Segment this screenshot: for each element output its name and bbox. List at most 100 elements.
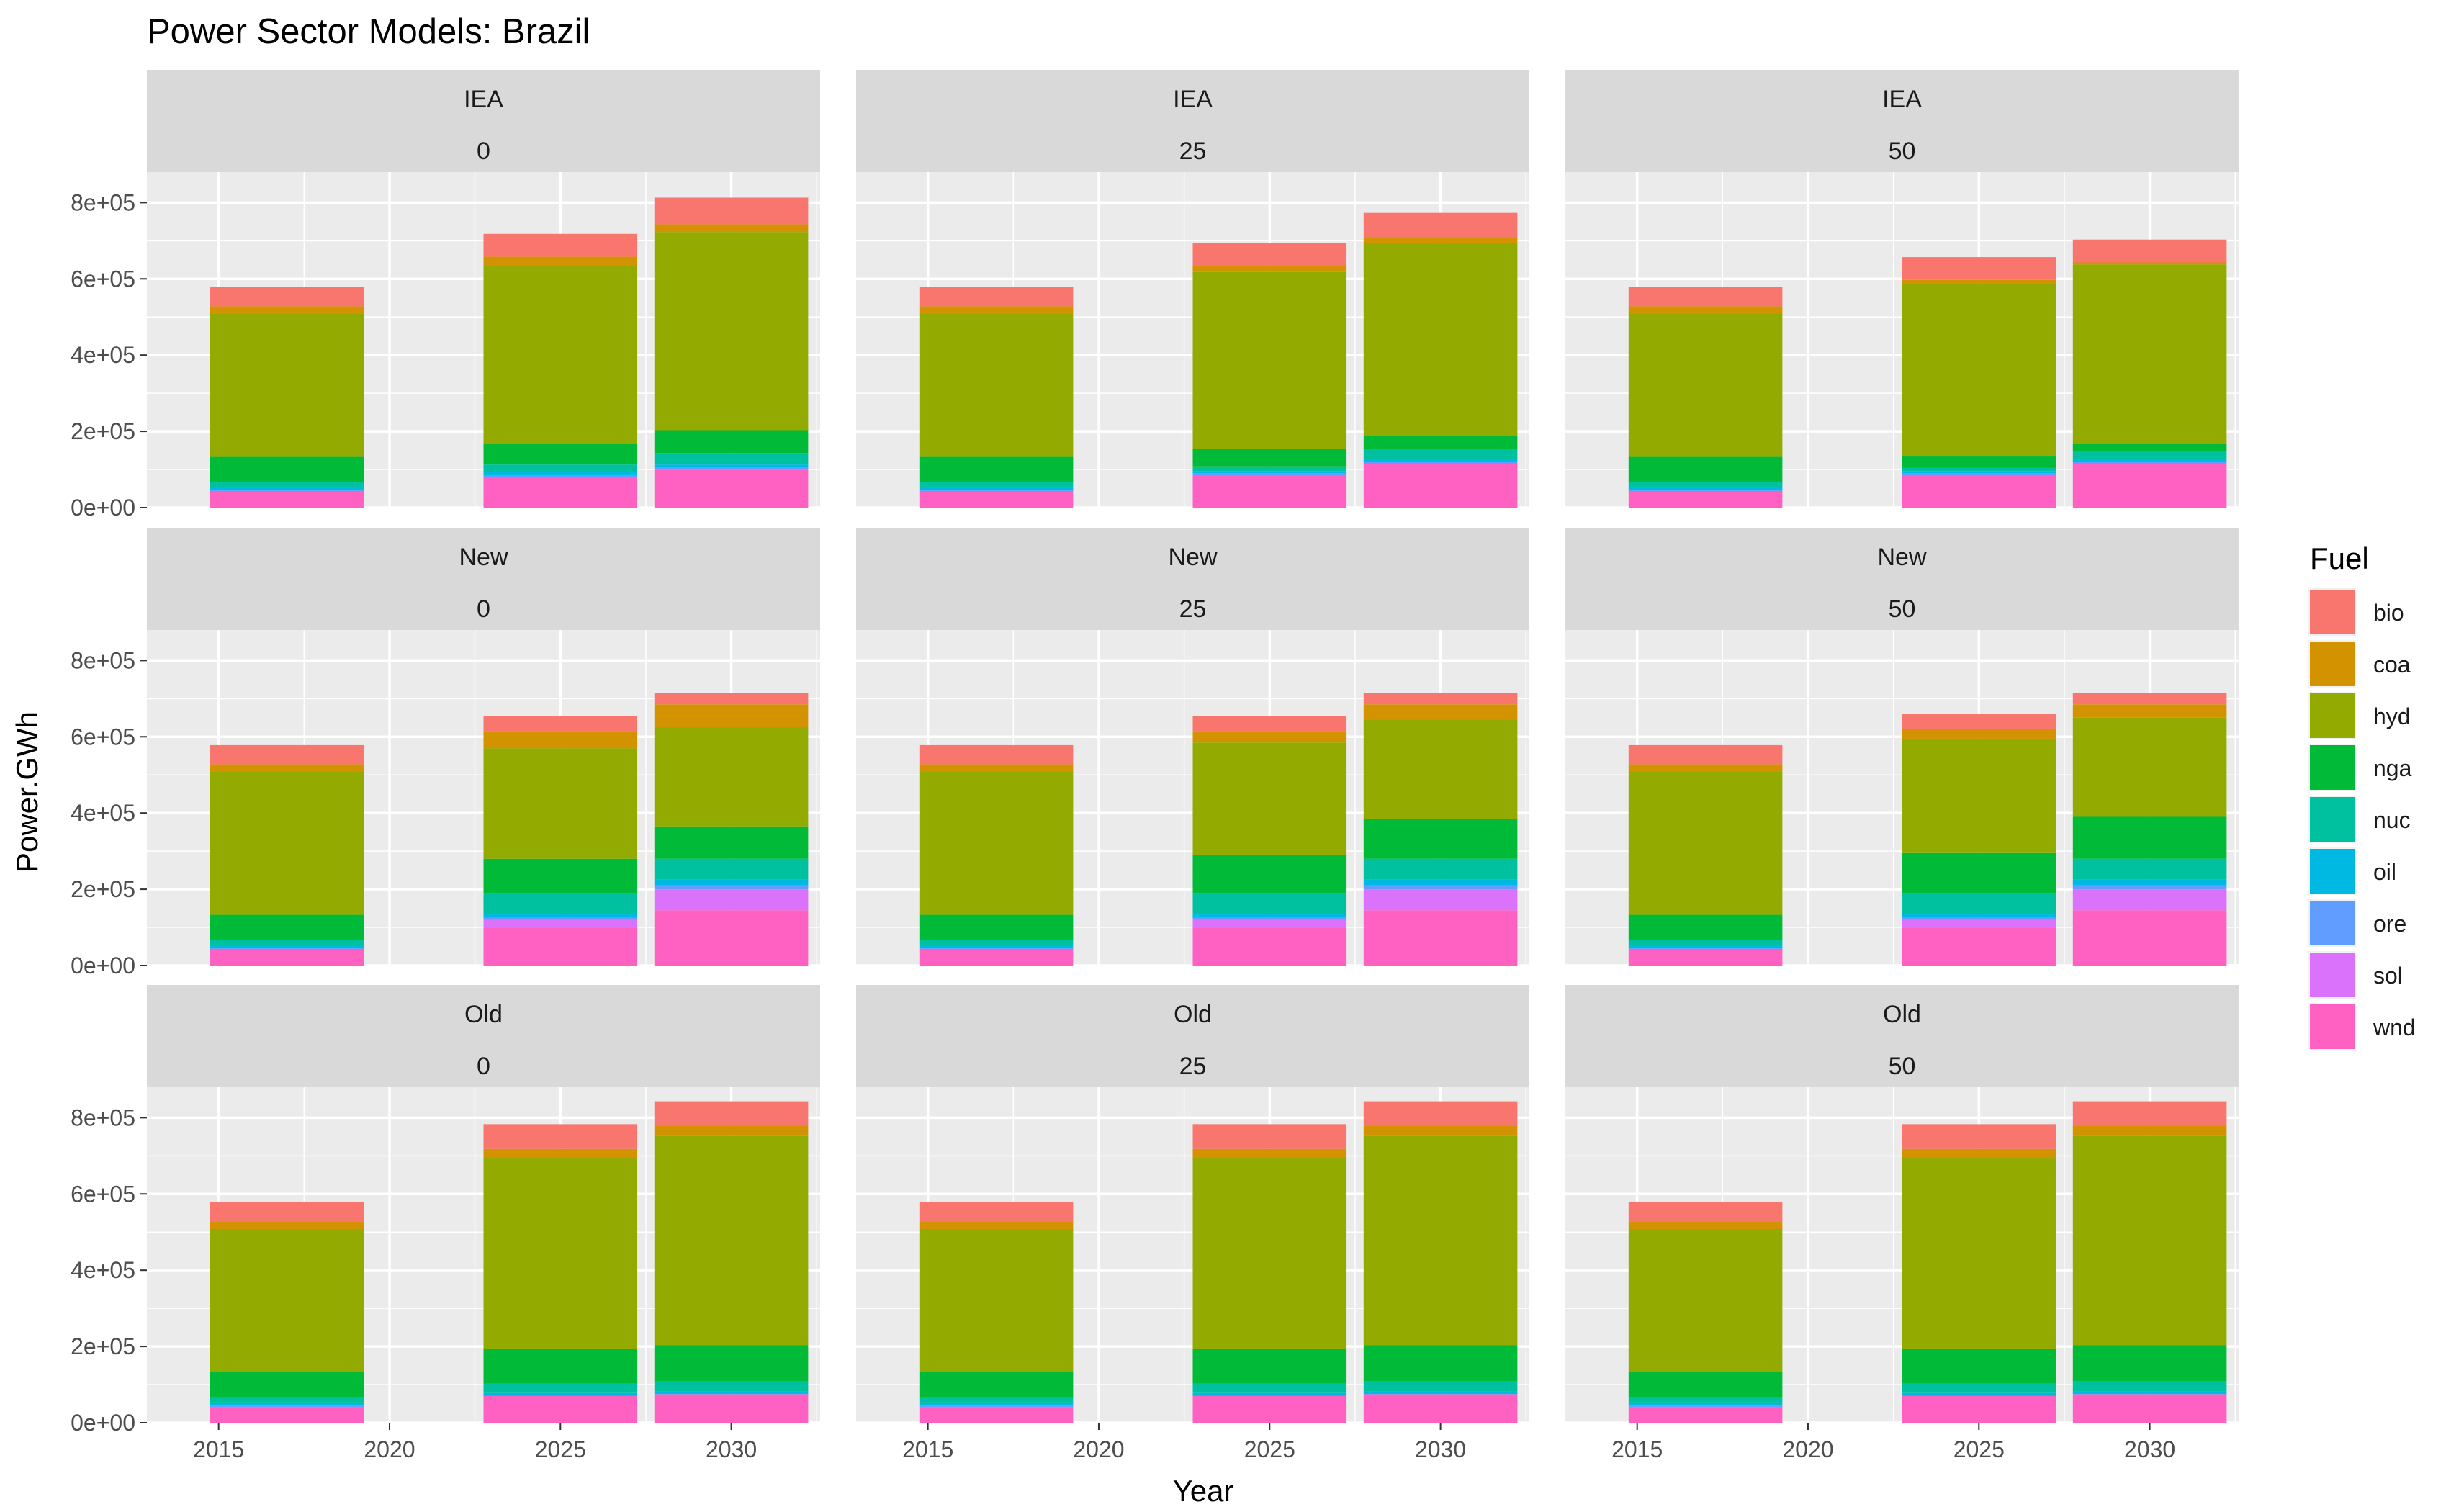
x-tick-label: 2030 xyxy=(1415,1436,1466,1462)
bar-segment-coa xyxy=(1628,306,1783,314)
facet-strip-model-label: Old xyxy=(1883,1001,1921,1028)
bar-segment-hyd xyxy=(483,266,638,444)
bar-segment-sol xyxy=(1363,889,1518,911)
bar-segment-hyd xyxy=(1192,1158,1347,1349)
bar-segment-nga xyxy=(483,1349,638,1384)
facet-panel: New 0 0e+00 2e+05 4e+05 6e+05 8e+05 xyxy=(71,528,820,978)
y-tick-label: 8e+05 xyxy=(71,189,135,215)
y-tick-label: 2e+05 xyxy=(71,1333,135,1359)
facet-strip-scenario-label: 50 xyxy=(1889,138,1916,165)
bar-segment-wnd xyxy=(1363,910,1518,966)
bar-segment-ore xyxy=(919,1405,1074,1408)
bar-segment-wnd xyxy=(1628,492,1783,508)
facet-strip-scenario-label: 0 xyxy=(477,595,490,623)
legend-label-sol: sol xyxy=(2373,963,2403,989)
bar-segment-nuc xyxy=(1363,858,1518,880)
bar-segment-ore xyxy=(1192,917,1347,920)
bar-segment-coa xyxy=(919,1221,1074,1229)
x-tick-label: 2025 xyxy=(1244,1436,1295,1462)
bar-segment-oil xyxy=(1628,487,1783,491)
bar-segment-nuc xyxy=(1192,466,1347,472)
bar-segment-nuc xyxy=(1192,893,1347,914)
bar-segment-hyd xyxy=(483,1158,638,1349)
bar-segment-nga xyxy=(210,1372,364,1397)
facet-panel: IEA 25 xyxy=(856,70,1529,509)
legend-key-nga xyxy=(2310,745,2355,790)
bar-segment-wnd xyxy=(919,492,1074,508)
bar-segment-bio xyxy=(654,1101,809,1127)
bar-segment-nga xyxy=(919,914,1074,940)
bar-segment-oil xyxy=(483,472,638,475)
bar-segment-hyd xyxy=(1363,1135,1518,1346)
bar-segment-bio xyxy=(1902,257,2056,280)
bar-segment-bio xyxy=(919,1202,1074,1222)
legend: Fuel bio coa hyd nga nuc oil ore sol wnd xyxy=(2308,541,2416,1050)
bar-segment-wnd xyxy=(1363,1394,1518,1423)
bar-segment-nuc xyxy=(2072,451,2227,459)
bar-segment-wnd xyxy=(1628,1407,1783,1423)
bar-segment-ore xyxy=(483,474,638,477)
bar-segment-bio xyxy=(483,716,638,732)
bar-segment-nuc xyxy=(210,1396,364,1403)
bar-segment-nuc xyxy=(1902,893,2056,914)
facet-panels: IEA00e+002e+054e+056e+058e+05IEA25IEA50N… xyxy=(71,70,2239,1462)
bar-segment-hyd xyxy=(1902,1158,2056,1349)
bar-segment-nuc xyxy=(919,1396,1074,1403)
legend-key-bio xyxy=(2310,590,2355,634)
bar-segment-coa xyxy=(2072,704,2227,718)
bar-segment-oil xyxy=(1192,471,1347,474)
facet-panel: IEA 0 0e+00 2e+05 4e+05 6e+05 8e+05 xyxy=(71,70,820,521)
bar-segment-wnd xyxy=(1902,927,2056,966)
bar-segment-oil xyxy=(919,487,1074,491)
bar-segment-oil xyxy=(654,879,809,886)
bar-segment-nuc xyxy=(1902,467,2056,472)
bar-segment-nga xyxy=(1628,1372,1783,1397)
bar-segment-nuc xyxy=(1628,939,1783,945)
bar-segment-ore xyxy=(2072,462,2227,464)
bar-segment-ore xyxy=(210,948,364,950)
bar-segment-oil xyxy=(2072,879,2227,886)
bar-segment-oil xyxy=(2072,459,2227,462)
facet-panel: Old 0 0e+00 2e+05 4e+05 6e+05 8e+05 2015 2020 202… xyxy=(71,985,820,1462)
bar-segment-nga xyxy=(1192,855,1347,894)
bar-segment-oil xyxy=(210,1402,364,1406)
y-tick-label: 8e+05 xyxy=(71,1104,135,1130)
bar-segment-hyd xyxy=(2072,264,2227,444)
bar-segment-nga xyxy=(654,826,809,859)
bar-segment-wnd xyxy=(1192,474,1347,508)
facet-strip xyxy=(856,528,1529,630)
facet-strip-model-label: IEA xyxy=(464,86,503,113)
bar-segment-nuc xyxy=(210,939,364,945)
facet-strip-model-label: New xyxy=(1168,544,1217,571)
bar-segment-nga xyxy=(1363,436,1518,449)
facet-strip-scenario-label: 0 xyxy=(477,138,490,165)
y-tick-label: 6e+05 xyxy=(71,266,135,292)
legend-label-wnd: wnd xyxy=(2373,1014,2416,1040)
bar-segment-wnd xyxy=(2072,1394,2227,1423)
bar-segment-oil xyxy=(1192,914,1347,918)
bar-segment-coa xyxy=(654,1126,809,1136)
legend-label-ore: ore xyxy=(2373,911,2406,937)
bar-segment-coa xyxy=(210,306,364,314)
x-tick-label: 2030 xyxy=(2124,1436,2175,1462)
legend-title: Fuel xyxy=(2310,541,2369,575)
bar-segment-oil xyxy=(483,914,638,918)
bar-segment-coa xyxy=(1628,1221,1783,1229)
x-tick-label: 2020 xyxy=(1073,1436,1124,1462)
bar-segment-nuc xyxy=(210,481,364,487)
bar-segment-ore xyxy=(1192,473,1347,475)
x-tick-label: 2025 xyxy=(535,1436,586,1462)
bar-segment-coa xyxy=(1628,764,1783,772)
bar-segment-nga xyxy=(1192,1349,1347,1384)
x-tick-label: 2025 xyxy=(1953,1436,2005,1462)
bar-segment-wnd xyxy=(483,927,638,966)
facet-strip-scenario-label: 50 xyxy=(1889,1053,1916,1080)
facet-strip-scenario-label: 0 xyxy=(477,1053,490,1080)
bar-segment-nuc xyxy=(654,858,809,880)
bar-segment-oil xyxy=(1902,471,2056,474)
bar-segment-nga xyxy=(2072,1345,2227,1382)
bar-segment-ore xyxy=(1628,490,1783,492)
bar-segment-coa xyxy=(1902,279,2056,284)
bar-segment-wnd xyxy=(483,477,638,508)
bar-segment-hyd xyxy=(1363,243,1518,436)
